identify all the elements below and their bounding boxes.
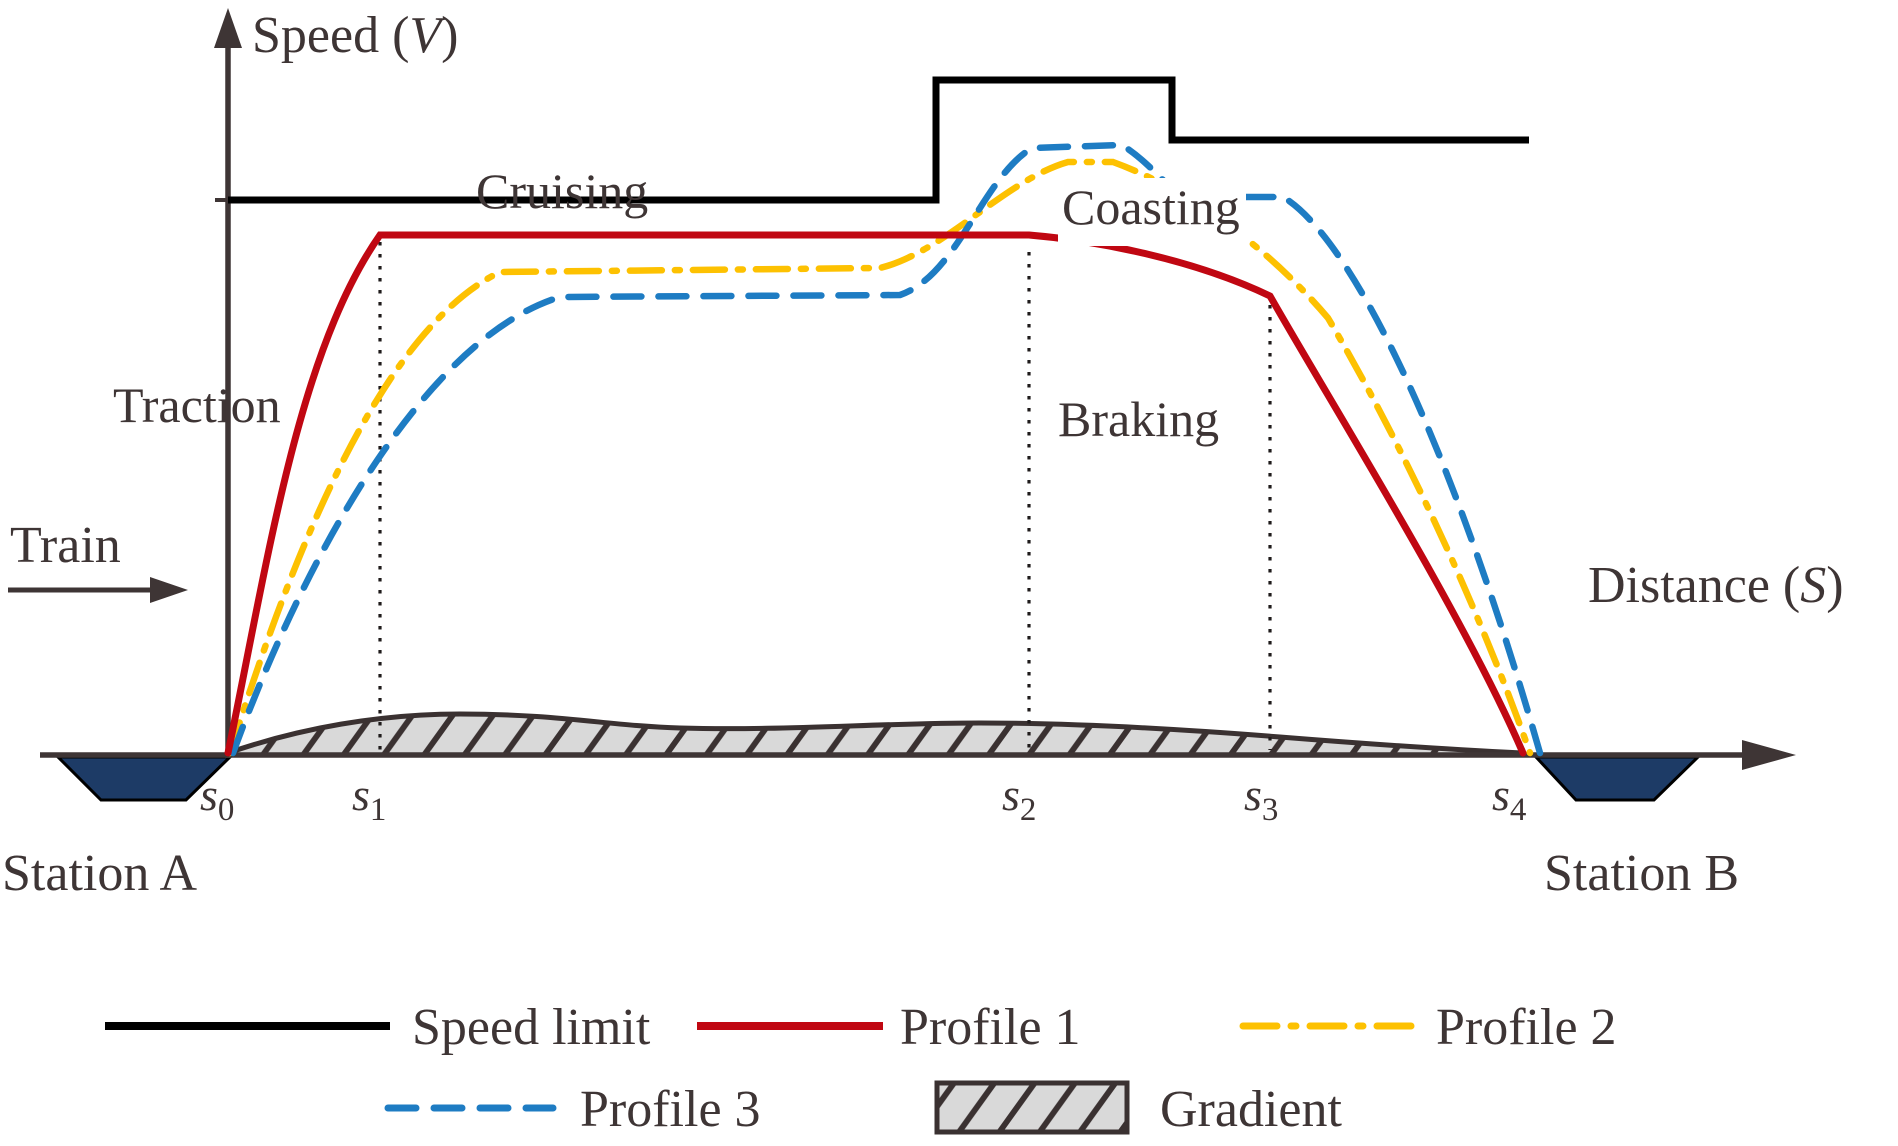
legend-label-profile-1: Profile 1 xyxy=(900,999,1081,1056)
y-axis-arrowhead xyxy=(214,8,242,48)
y-axis-label-suffix: ) xyxy=(441,7,459,64)
station-b-label: Station B xyxy=(1544,845,1740,902)
phase-label-braking: Braking xyxy=(1058,391,1220,447)
gradient-band xyxy=(228,714,1522,753)
marker-s3-base: s xyxy=(1244,769,1262,820)
train-label: Train xyxy=(10,517,121,574)
marker-s1-base: s xyxy=(352,769,370,820)
legend-gradient-swatch xyxy=(934,1080,1130,1135)
train-direction-arrowhead xyxy=(150,577,188,603)
y-axis-label: Speed (V) xyxy=(252,6,459,65)
speed-limit-line xyxy=(228,76,1529,204)
marker-s4: s4 xyxy=(1492,768,1526,827)
marker-s1-sub: 1 xyxy=(369,792,387,829)
x-axis-arrowhead xyxy=(1742,740,1796,770)
x-axis-variable: S xyxy=(1800,557,1827,614)
marker-s0-sub: 0 xyxy=(217,792,235,829)
gradient-band-top-edge xyxy=(225,711,1525,756)
legend-label-profile-2: Profile 2 xyxy=(1436,999,1617,1056)
phase-label-cruising: Cruising xyxy=(476,163,649,219)
legend-label-profile-3: Profile 3 xyxy=(580,1081,761,1138)
marker-s1: s1 xyxy=(352,768,386,827)
marker-s4-sub: 4 xyxy=(1509,792,1527,829)
marker-s2: s2 xyxy=(1002,768,1036,827)
profile-3-line xyxy=(229,141,1544,757)
y-axis-variable: V xyxy=(409,7,442,64)
phase-label-coasting: Coasting xyxy=(1058,178,1246,246)
x-axis-label-prefix: Distance ( xyxy=(1588,557,1801,614)
marker-s2-base: s xyxy=(1002,769,1020,820)
profile-1-line xyxy=(224,231,1527,757)
marker-s3-sub: 3 xyxy=(1261,792,1279,829)
marker-s3: s3 xyxy=(1244,768,1278,827)
legend-label-gradient: Gradient xyxy=(1160,1081,1342,1138)
marker-s0: s0 xyxy=(200,768,234,827)
marker-s2-sub: 2 xyxy=(1019,792,1037,829)
y-axis-label-prefix: Speed ( xyxy=(252,7,410,64)
legend-label-speed-limit: Speed limit xyxy=(412,999,651,1056)
marker-s0-base: s xyxy=(200,769,218,820)
x-axis-label-suffix: ) xyxy=(1826,557,1844,614)
phase-label-traction: Traction xyxy=(113,377,281,433)
x-axis-label: Distance (S) xyxy=(1588,556,1844,615)
station-b-platform xyxy=(1532,755,1702,802)
marker-s4-base: s xyxy=(1492,769,1510,820)
station-a-label: Station A xyxy=(2,845,198,902)
profile-2-line xyxy=(226,158,1534,757)
